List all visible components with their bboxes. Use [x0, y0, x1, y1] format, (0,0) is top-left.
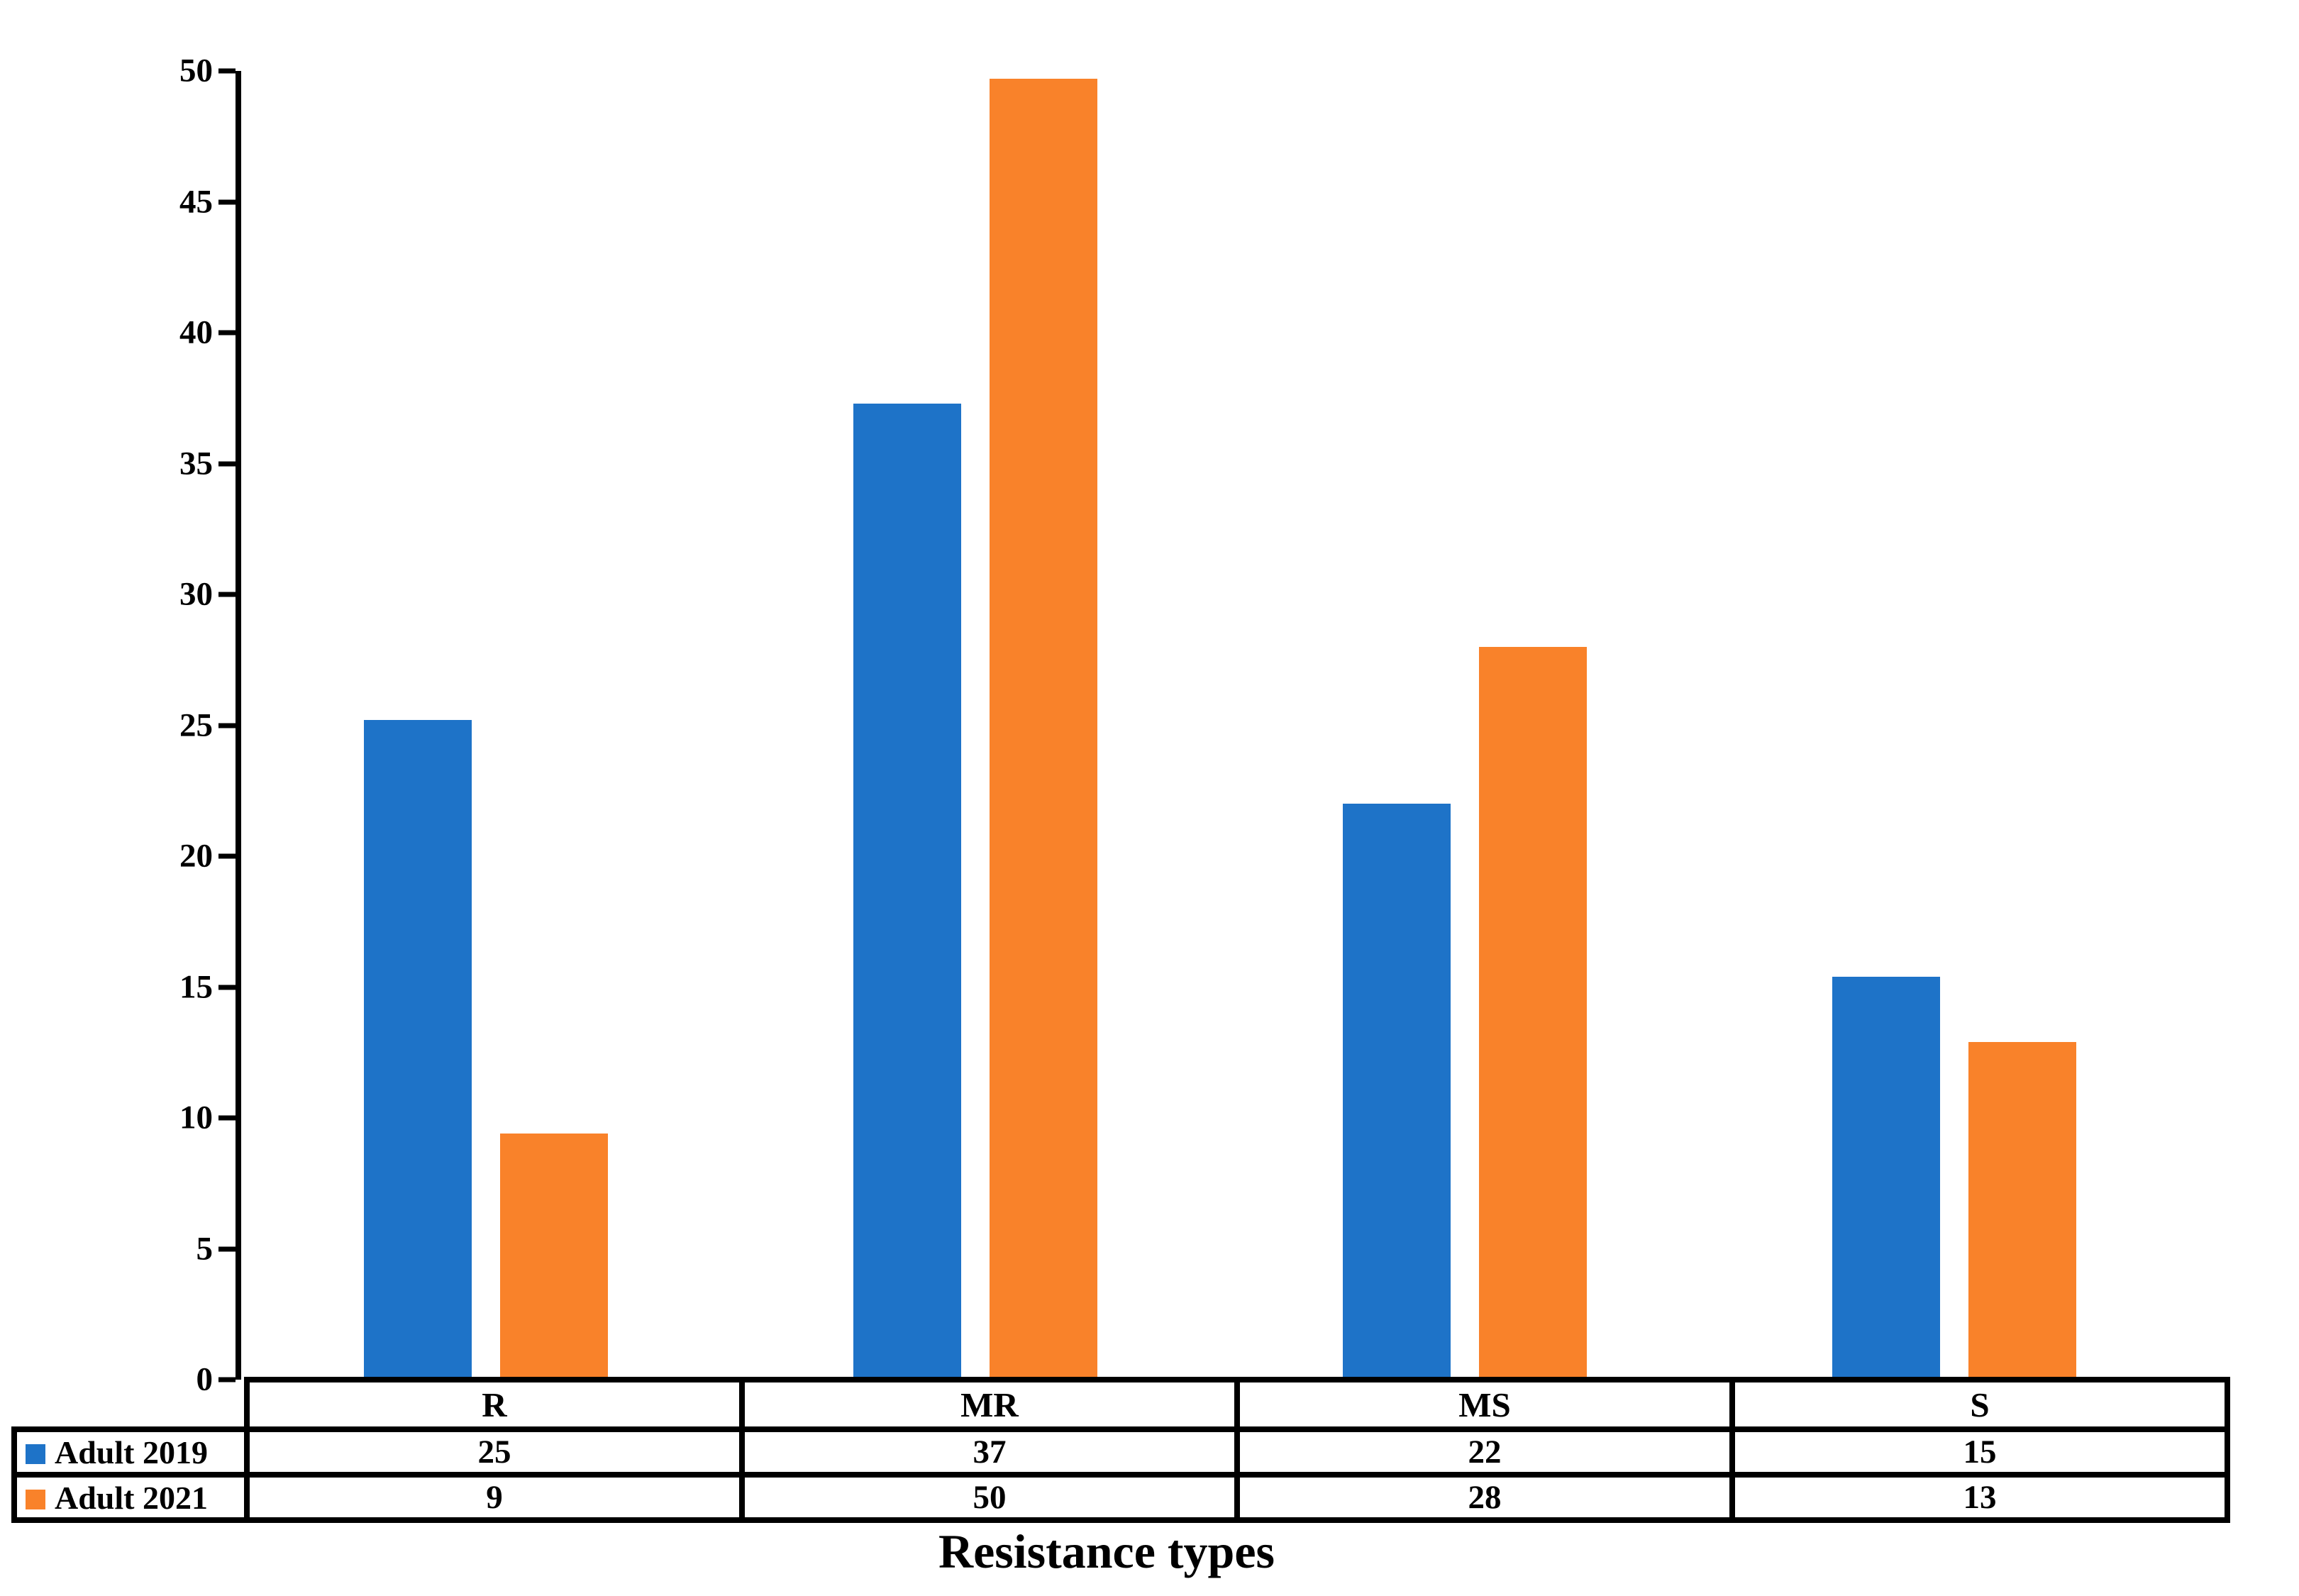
y-tick-label-15: 15: [179, 968, 213, 1005]
y-tick-label-20: 20: [179, 837, 213, 875]
table-cell-adult-2019-ms: 22: [1234, 1426, 1735, 1478]
table-header-r: R: [244, 1377, 745, 1432]
y-tick-20: [218, 853, 236, 859]
table-cell-adult-2019-r: 25: [244, 1426, 745, 1478]
table-cell-adult-2019-s: 15: [1729, 1426, 2230, 1478]
bar-adult-2021-ms: [1479, 646, 1587, 1380]
bar-adult-2019-ms: [1343, 804, 1451, 1380]
data-table-body: R MR MS S Adult 2019 25 37 22 15 Adult 2021 9 50 28 1…: [11, 1377, 2230, 1523]
y-axis-line: [236, 71, 241, 1380]
table-cell-adult-2021-ms: 28: [1234, 1472, 1735, 1523]
y-tick-label-35: 35: [179, 445, 213, 482]
y-tick-50: [218, 68, 236, 74]
y-tick-0: [218, 1377, 236, 1382]
table-header-ms: MS: [1234, 1377, 1735, 1432]
y-tick-35: [218, 461, 236, 466]
bar-adult-2019-s: [1832, 976, 1940, 1380]
table-header-mr: MR: [739, 1377, 1240, 1432]
y-tick-label-25: 25: [179, 706, 213, 743]
y-tick-label-0: 0: [196, 1361, 214, 1398]
y-tick-label-10: 10: [179, 1099, 213, 1136]
table-header-row: R MR MS S: [14, 1377, 2230, 1432]
legend-swatch-adult-2021: [26, 1489, 45, 1509]
y-tick-25: [218, 723, 236, 728]
table-cell-adult-2019-mr: 37: [739, 1426, 1240, 1478]
y-tick-label-50: 50: [179, 52, 213, 89]
y-tick-5: [218, 1246, 236, 1251]
y-tick-30: [218, 592, 236, 597]
table-row-adult-2021: Adult 2021 9 50 28 13: [11, 1472, 2230, 1523]
table-header-s: S: [1729, 1377, 2230, 1432]
legend-swatch-adult-2019: [26, 1443, 45, 1464]
table-row-adult-2019: Adult 2019 25 37 22 15: [11, 1426, 2230, 1478]
y-tick-label-5: 5: [196, 1230, 214, 1267]
x-axis-title: Resistance types: [938, 1524, 1275, 1578]
table-cell-adult-2021-s: 13: [1729, 1472, 2230, 1523]
table-cell-adult-2021-r: 9: [244, 1472, 745, 1523]
legend-label-adult-2021: Adult 2021: [55, 1479, 208, 1516]
y-tick-45: [218, 199, 236, 204]
y-tick-label-45: 45: [179, 183, 213, 220]
bar-adult-2019-mr: [853, 403, 961, 1380]
plot-area: 0 5 10 15 20 25 30 35 40 45 50: [179, 54, 2199, 1396]
legend-label-adult-2019: Adult 2019: [55, 1434, 208, 1470]
bar-adult-2021-mr: [990, 79, 1097, 1380]
y-tick-label-40: 40: [179, 314, 213, 351]
y-tick-40: [218, 330, 236, 336]
table-cell-adult-2021-mr: 50: [739, 1472, 1240, 1523]
table-legend-spacer: [14, 1380, 247, 1429]
bar-adult-2021-r: [500, 1134, 608, 1380]
y-axis-labels: 0 5 10 15 20 25 30 35 40 45 50: [67, 54, 214, 1396]
y-tick-label-30: 30: [179, 575, 213, 613]
y-tick-15: [218, 985, 236, 990]
data-table: R MR MS S Adult 2019 25 37 22 15 Adult 2021 9 50 28 1…: [11, 1377, 2230, 1523]
bar-adult-2019-r: [364, 720, 472, 1380]
legend-cell-adult-2021: Adult 2021: [11, 1472, 250, 1523]
y-tick-10: [218, 1115, 236, 1121]
bar-adult-2021-s: [1968, 1042, 2076, 1380]
legend-cell-adult-2019: Adult 2019: [11, 1426, 250, 1478]
